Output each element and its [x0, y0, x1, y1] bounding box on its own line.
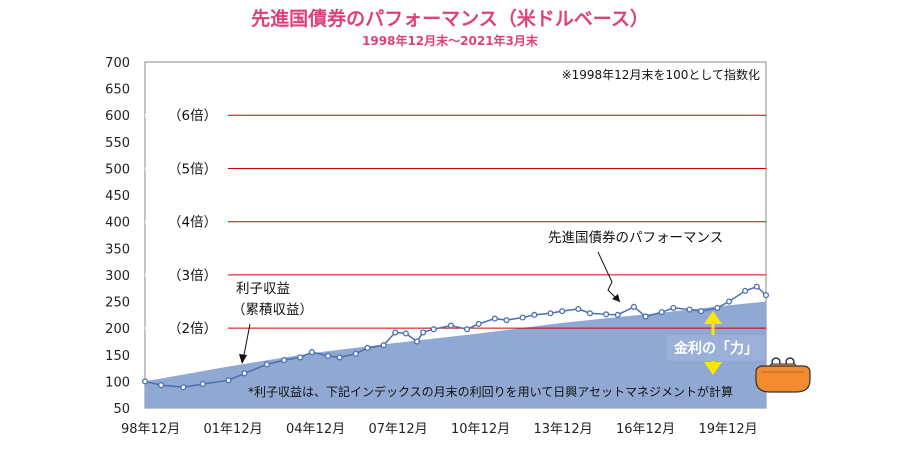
reference-line-label: （2倍） — [168, 321, 217, 337]
data-point — [336, 354, 343, 361]
reference-line-label: （5倍） — [168, 161, 217, 177]
y-tick-label: 450 — [105, 189, 130, 204]
x-tick-label: 16年12月 — [616, 422, 675, 437]
power-badge — [667, 335, 765, 361]
data-point — [475, 320, 482, 327]
data-point — [642, 313, 649, 320]
data-point — [519, 314, 526, 321]
y-tick-label: 200 — [105, 322, 130, 337]
data-point — [225, 377, 232, 384]
y-tick-label: 50 — [113, 402, 130, 417]
y-tick-label: 700 — [105, 56, 130, 71]
annotation-interest-arrow — [242, 323, 251, 361]
annotation-interest-arrowhead — [239, 354, 247, 364]
data-point — [753, 283, 760, 290]
data-point — [670, 304, 677, 311]
annotation-performance-arrow — [597, 251, 621, 303]
y-tick-label: 550 — [105, 136, 130, 151]
data-point — [503, 317, 510, 324]
chart-title: 先進国債券のパフォーマンス（米ドルベース） — [251, 7, 649, 30]
data-point — [658, 309, 665, 316]
data-point — [463, 326, 471, 333]
x-tick-label: 04年12月 — [286, 422, 345, 437]
y-tick-label: 300 — [105, 269, 130, 284]
data-point — [559, 308, 566, 315]
y-tick-label: 350 — [105, 242, 130, 257]
data-point — [364, 344, 371, 351]
data-point — [180, 384, 187, 391]
data-point — [380, 342, 387, 349]
reference-line-label: （3倍） — [168, 268, 217, 284]
data-point — [281, 357, 288, 364]
y-tick-label: 100 — [105, 375, 130, 390]
reference-line-label: （6倍） — [168, 108, 217, 124]
data-point — [603, 311, 610, 318]
y-axis: 700 650 600 550 500 450 400 350 300 250 200 150 100 5… — [105, 56, 130, 417]
annotation-performance: 先進国債券のパフォーマンス — [548, 230, 723, 246]
power-badge-label: 金利の「力」 — [673, 340, 758, 357]
x-tick-label: 13年12月 — [534, 422, 593, 437]
x-axis: 98年12月 01年12月 04年12月 07年12月 10年12月 13年12月 16年1… — [121, 422, 758, 437]
data-point — [698, 308, 705, 315]
y-tick-label: 150 — [105, 349, 130, 364]
data-point — [430, 326, 437, 333]
data-point — [686, 306, 693, 313]
y-tick-label: 400 — [105, 216, 130, 231]
data-point — [575, 305, 582, 313]
data-point — [547, 310, 554, 317]
data-point — [402, 330, 409, 337]
data-point — [263, 361, 270, 368]
data-point — [762, 292, 770, 299]
data-point — [447, 322, 454, 329]
annotation-interest-line2: （累積収益） — [232, 302, 313, 318]
reference-lines: （6倍） （5倍） （4倍） （3倍） （2倍） — [145, 108, 766, 337]
data-point — [141, 378, 149, 385]
chart-subtitle: 1998年12月末～2021年3月末 — [362, 33, 539, 48]
data-point — [308, 349, 315, 356]
x-tick-label: 01年12月 — [204, 422, 263, 437]
line-layer — [141, 283, 770, 391]
data-point — [491, 315, 498, 322]
x-tick-label: 19年12月 — [699, 422, 758, 437]
data-point — [158, 382, 165, 389]
note-top: ※1998年12月末を100として指数化 — [562, 67, 760, 82]
data-point — [392, 329, 399, 336]
annotation-interest-line1: 利子収益 — [236, 281, 290, 297]
data-point — [199, 380, 206, 388]
purse-icon — [755, 357, 811, 393]
data-point — [714, 304, 721, 311]
y-tick-label: 250 — [105, 296, 130, 311]
reference-line-label: （4倍） — [168, 215, 217, 231]
y-tick-label: 500 — [105, 162, 130, 177]
data-point — [413, 338, 421, 345]
data-point — [297, 354, 304, 361]
x-tick-label: 98年12月 — [121, 422, 180, 437]
data-point — [420, 329, 427, 336]
y-tick-label: 600 — [105, 109, 130, 124]
data-point — [352, 350, 359, 357]
y-tick-label: 650 — [105, 83, 130, 98]
annotation-performance-arrowhead — [612, 294, 620, 302]
x-tick-label: 07年12月 — [369, 422, 428, 437]
note-bottom: *利子収益は、下記インデックスの月末の利回りを用いて日興アセットマネジメントが計… — [248, 384, 733, 399]
data-point — [742, 287, 749, 294]
data-point — [725, 298, 733, 305]
data-point — [324, 352, 332, 359]
data-point — [586, 310, 594, 317]
data-point — [241, 370, 248, 377]
data-point — [531, 311, 538, 318]
data-point — [630, 303, 637, 310]
x-tick-label: 10年12月 — [451, 422, 510, 437]
data-point — [614, 311, 621, 318]
